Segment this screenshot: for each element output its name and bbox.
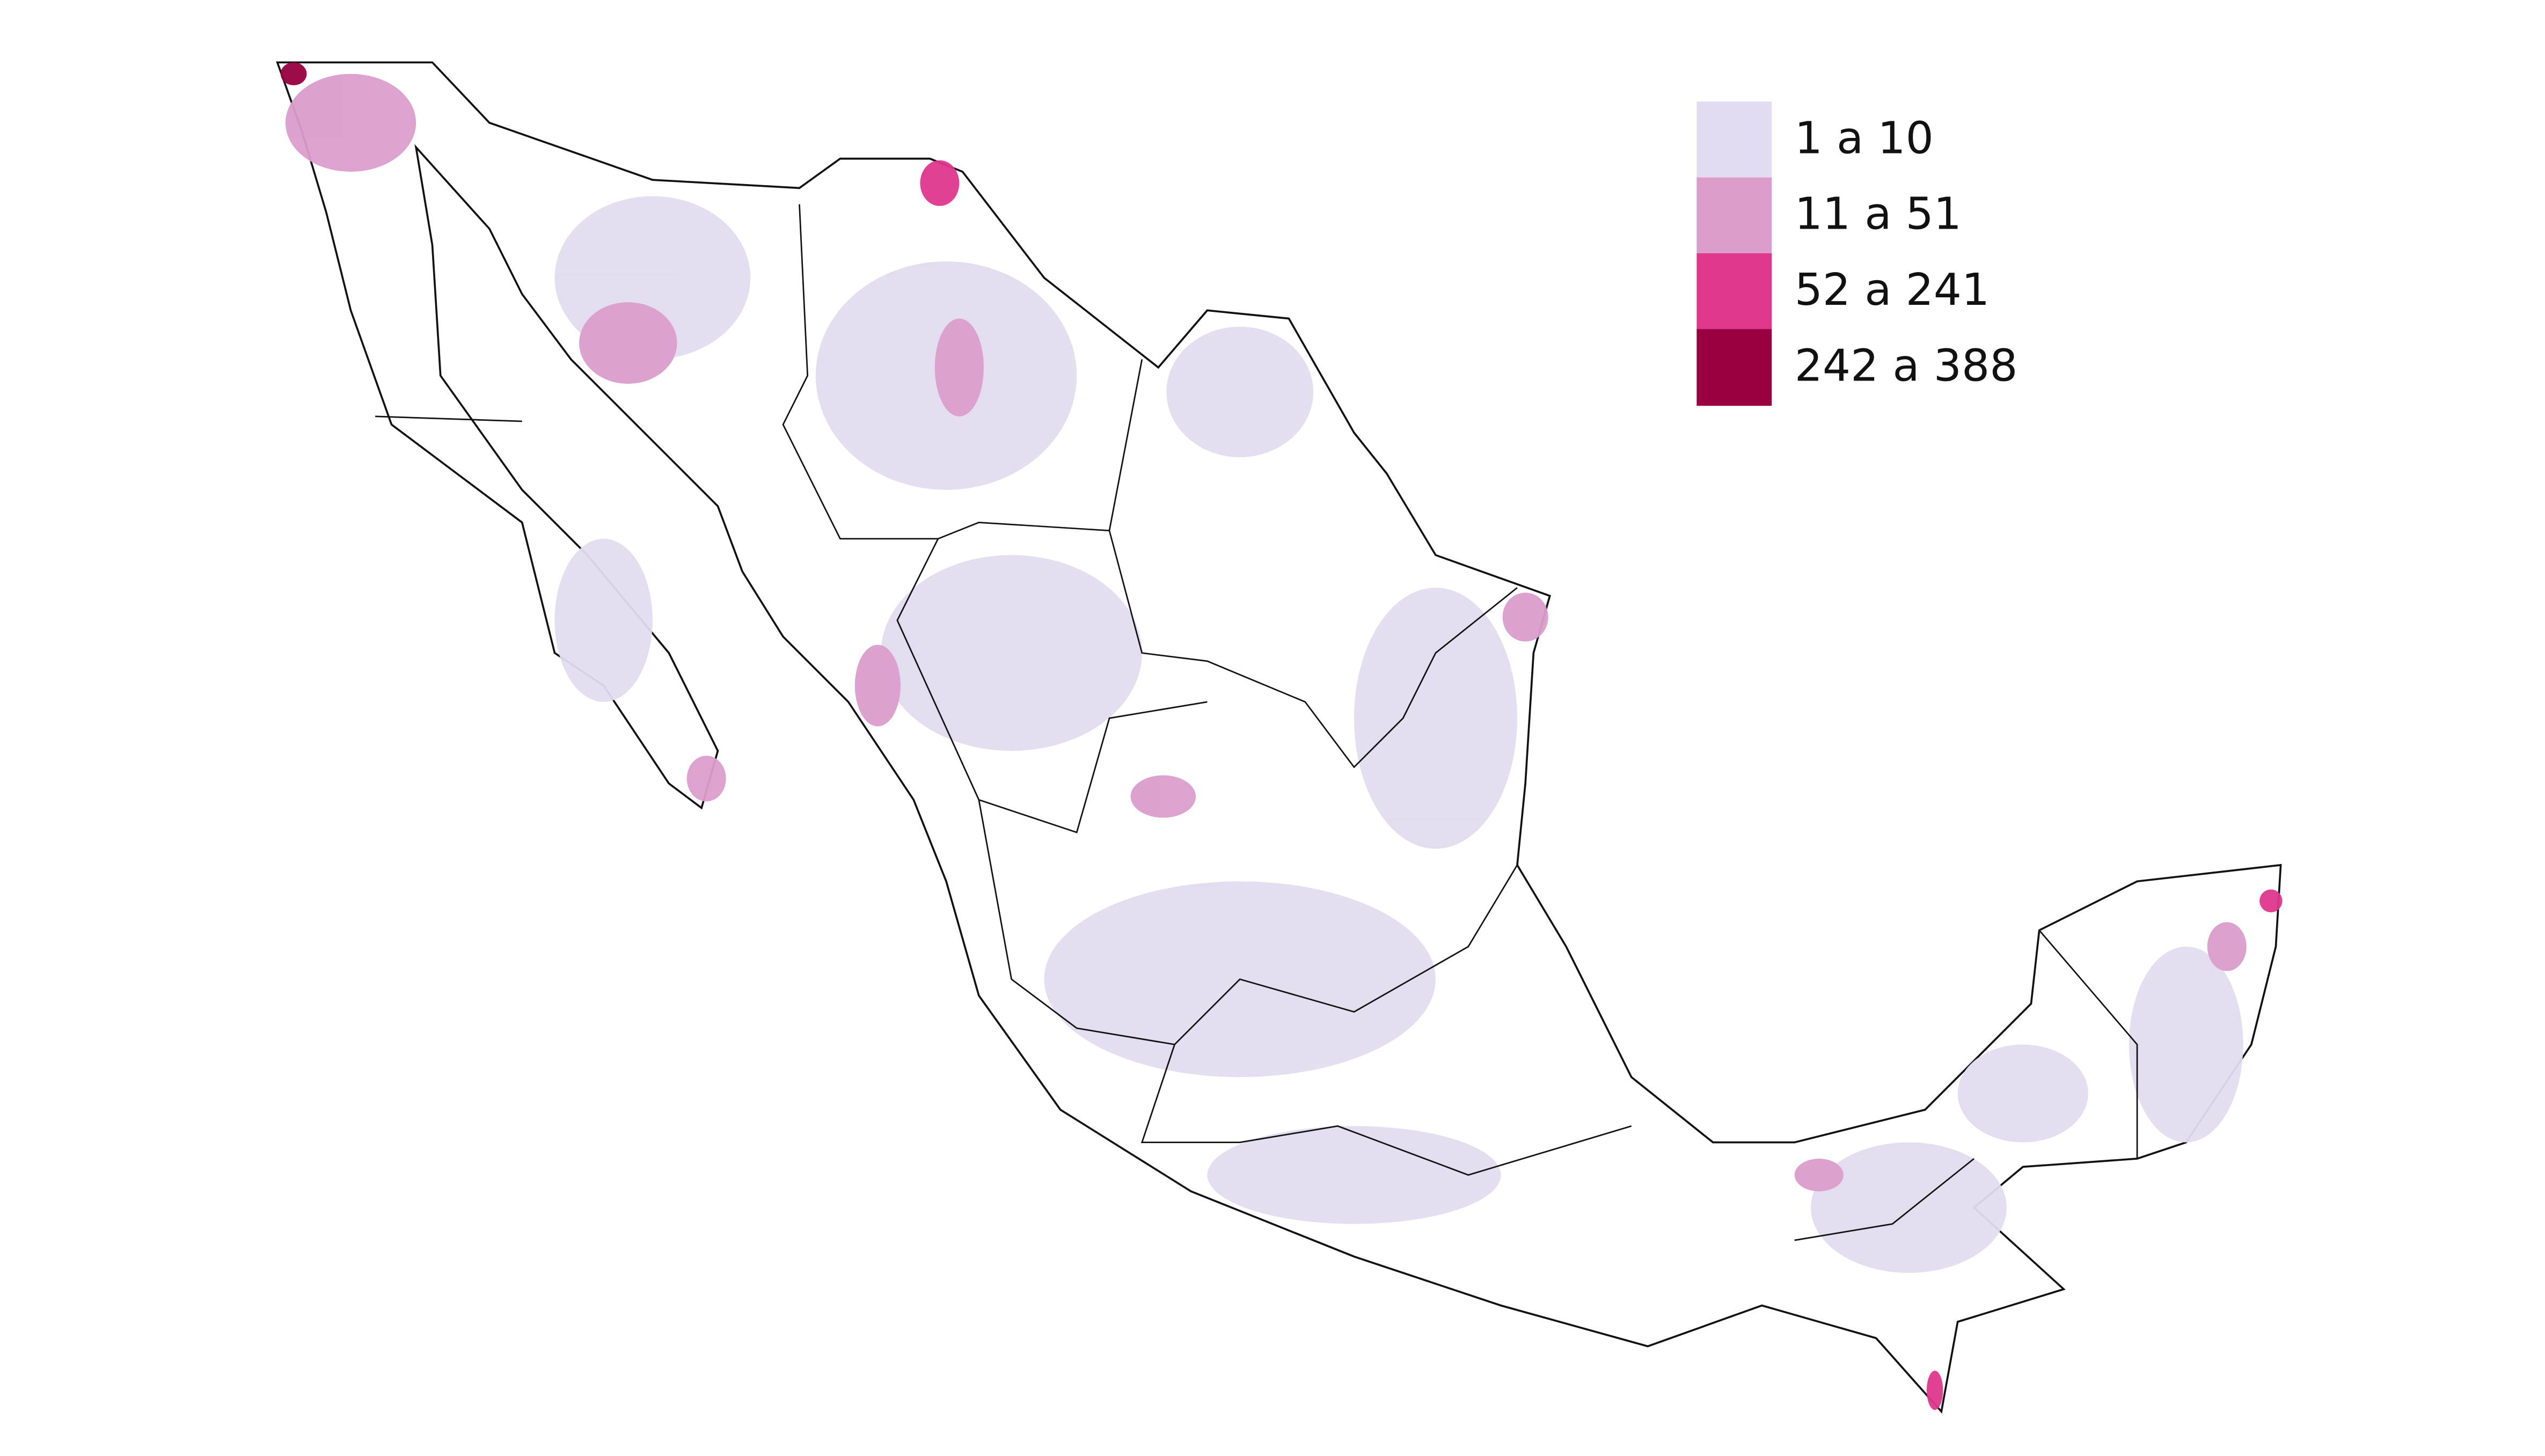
mexico-outline	[276, 61, 2282, 1414]
area	[1926, 1371, 1943, 1410]
legend: 1 a 10 11 a 51 52 a 241 242 a 388	[1696, 101, 2017, 406]
legend-swatch	[1696, 101, 1772, 179]
area	[920, 160, 960, 206]
area	[285, 74, 416, 172]
legend-label: 52 a 241	[1795, 265, 1990, 316]
area	[554, 538, 653, 702]
legend-swatch	[1696, 329, 1772, 406]
area	[579, 302, 677, 384]
area	[934, 318, 984, 416]
legend-label: 11 a 51	[1795, 189, 1962, 240]
area	[881, 555, 1142, 751]
area	[2207, 922, 2247, 971]
area	[280, 62, 307, 85]
area	[2129, 946, 2243, 1143]
area	[1166, 326, 1313, 457]
area	[686, 756, 726, 802]
area	[1207, 1126, 1501, 1224]
state-borders	[375, 204, 2138, 1241]
area	[1130, 775, 1196, 818]
legend-swatch	[1696, 177, 1772, 254]
country	[276, 61, 2282, 1414]
legend-label: 242 a 388	[1795, 340, 2018, 391]
area	[1502, 592, 1548, 642]
area	[1794, 1158, 1844, 1191]
legend-swatch	[1696, 253, 1772, 330]
area	[1811, 1142, 2007, 1273]
area	[1957, 1044, 2088, 1143]
area	[2259, 889, 2283, 912]
area	[1354, 588, 1517, 849]
legend-label: 1 a 10	[1795, 113, 1934, 164]
area	[854, 645, 901, 727]
state-border	[375, 204, 2138, 1241]
